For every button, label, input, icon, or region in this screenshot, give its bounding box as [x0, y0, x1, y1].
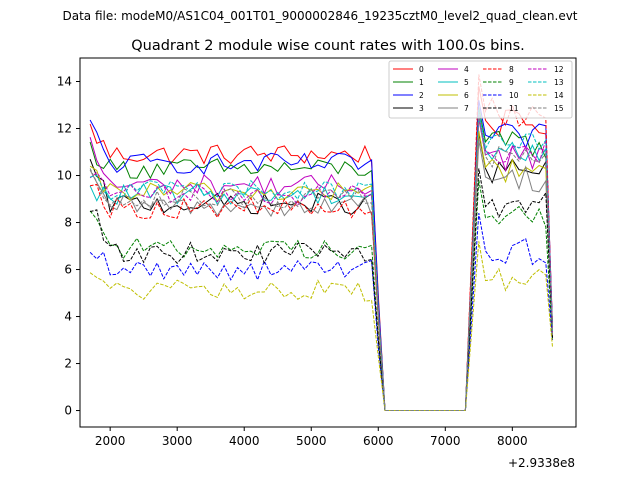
legend-label-7: 7	[464, 104, 469, 113]
y-tick-label: 4	[64, 310, 72, 324]
y-tick-label: 2	[64, 357, 72, 371]
x-tick-label: 2000	[95, 434, 126, 448]
plot-area	[80, 58, 576, 427]
y-tick-label: 12	[57, 122, 72, 136]
series-line-10	[89, 213, 553, 411]
legend-label-12: 12	[554, 65, 564, 74]
y-tick-label: 8	[64, 216, 72, 230]
y-tick-label: 6	[64, 263, 72, 277]
x-offset-label: +2.9338e8	[508, 456, 575, 470]
legend-label-4: 4	[464, 65, 469, 74]
legend-label-6: 6	[464, 91, 469, 100]
legend-label-14: 14	[554, 91, 564, 100]
series-line-12	[89, 112, 553, 411]
series-line-8	[90, 74, 553, 411]
chart-title: Quadrant 2 module wise count rates with …	[131, 38, 525, 54]
legend-label-3: 3	[419, 104, 424, 113]
legend-label-5: 5	[464, 78, 469, 87]
chart-suptitle: Data file: modeM0/AS1C04_001T01_90000028…	[62, 9, 577, 23]
legend-label-2: 2	[419, 91, 424, 100]
series-line-14	[89, 241, 553, 411]
y-tick-label: 0	[64, 404, 72, 418]
legend-label-13: 13	[554, 78, 564, 87]
legend-box	[388, 60, 573, 119]
x-tick-label: 8000	[497, 434, 528, 448]
series-line-11	[89, 168, 553, 411]
x-tick-label: 4000	[229, 434, 260, 448]
x-tick-label: 7000	[430, 434, 461, 448]
plot-frame	[79, 57, 577, 428]
legend-label-10: 10	[509, 91, 519, 100]
x-tick-label: 3000	[162, 434, 193, 448]
series-line-7	[89, 140, 553, 411]
series-layer	[89, 74, 553, 411]
legend-label-0: 0	[419, 65, 424, 74]
legend-label-8: 8	[509, 65, 514, 74]
legend-label-15: 15	[554, 104, 564, 113]
x-tick-label: 5000	[296, 434, 327, 448]
legend-label-9: 9	[509, 78, 514, 87]
legend-label-1: 1	[419, 78, 424, 87]
series-line-9	[89, 180, 553, 411]
y-tick-label: 14	[57, 75, 72, 89]
x-tick-label: 6000	[363, 434, 394, 448]
y-tick-label: 10	[57, 169, 72, 183]
series-line-15	[89, 116, 553, 411]
legend-label-11: 11	[509, 104, 519, 113]
